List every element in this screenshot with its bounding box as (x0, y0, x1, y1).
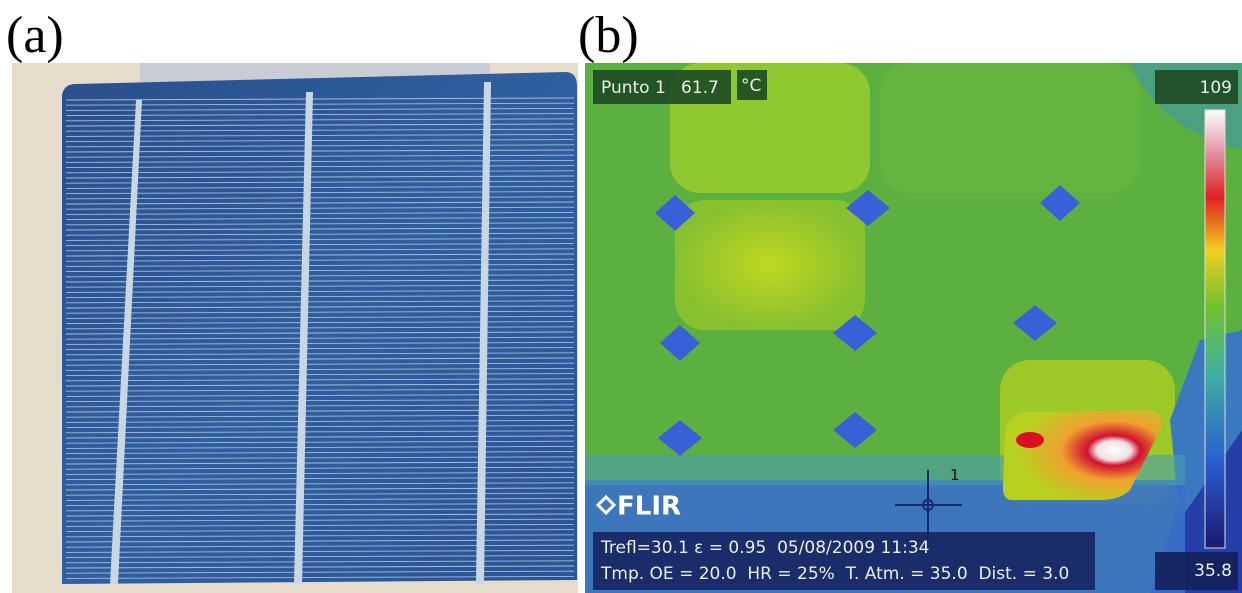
scale-max: 109 (1200, 78, 1232, 98)
figure: (a) (b) (0, 0, 1242, 593)
thermal-image: 1 Punto 1 61.7 °C 109 35.8 FLIR Trefl=30… (585, 63, 1242, 593)
spot-name: Punto 1 (601, 78, 666, 98)
panel-label: (b) (578, 7, 639, 64)
info-line: Trefl=30.1 ε = 0.95 05/08/2009 11:34 (600, 538, 929, 558)
spot-marker: 1 (950, 466, 960, 484)
solar-cell-photo (12, 63, 578, 593)
spot-unit: °C (741, 76, 761, 96)
info-line: Tmp. OE = 20.0 HR = 25% T. Atm. = 35.0 D… (600, 564, 1069, 584)
logo: FLIR (617, 492, 681, 522)
panel-label: (a) (6, 7, 64, 64)
color-scale (1205, 110, 1225, 548)
spot-value: 61.7 (681, 78, 719, 98)
scale-min: 35.8 (1194, 561, 1232, 581)
